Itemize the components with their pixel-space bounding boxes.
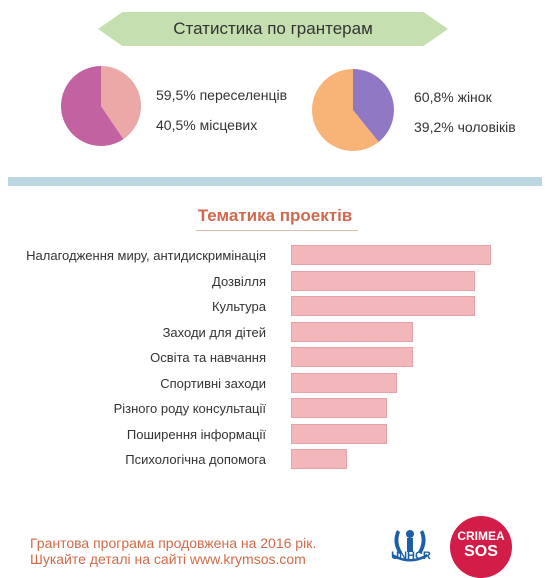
footer-line-1: Грантова програма продовжена на 2016 рік… — [30, 535, 317, 551]
bar-label: Дозвілля — [212, 273, 266, 289]
bar — [291, 449, 347, 469]
pie-charts — [61, 66, 394, 151]
krymsos-logo-text-1: CRIMEA — [457, 529, 505, 543]
bar — [291, 296, 475, 316]
krymsos-logo-icon — [450, 516, 512, 578]
pie2-slice-2 — [353, 69, 394, 142]
header-title: Статистика по грантерам — [173, 19, 373, 38]
unhcr-logo-icon — [393, 530, 427, 562]
bar-label: Психологічна допомога — [125, 452, 266, 467]
section-title-rule — [196, 230, 358, 231]
pie2-label-1: 60,8% жінок — [414, 89, 492, 105]
bar — [291, 347, 413, 367]
header-banner — [98, 12, 448, 46]
krymsos-logo-text-2: SOS — [464, 543, 498, 560]
pie1-label-1: 59,5% переселенців — [156, 87, 288, 103]
section-divider — [8, 177, 542, 186]
bar-label: Освіта та навчання — [150, 350, 266, 365]
pie1-label-2: 40,5% місцевих — [156, 117, 258, 133]
section-title: Тематика проектів — [197, 206, 353, 225]
bar — [291, 423, 387, 444]
bar-label: Поширення інформації — [126, 426, 266, 442]
unhcr-logo-text: UNHCR — [391, 550, 431, 562]
pie2-label-2: 39,2% чоловіків — [414, 119, 516, 135]
bar — [291, 270, 475, 291]
bar — [291, 398, 387, 418]
bar — [291, 245, 491, 265]
bar-label: Спортивні заходи — [160, 375, 266, 391]
pie2-slice-1 — [312, 69, 379, 151]
bar-label: Заходи для дітей — [162, 324, 266, 340]
bar — [291, 372, 397, 393]
footer-line-2: Шукайте деталі на сайті www.krymsos.com — [30, 551, 306, 567]
bar-label: Культура — [211, 299, 266, 314]
pie1-slice-2 — [101, 66, 142, 140]
bar-label: Різного роду консультації — [113, 401, 266, 416]
bar — [291, 321, 413, 342]
pie1-slice-1 — [61, 66, 124, 147]
bar-label: Налагодження миру, антидискримінація — [26, 248, 266, 263]
